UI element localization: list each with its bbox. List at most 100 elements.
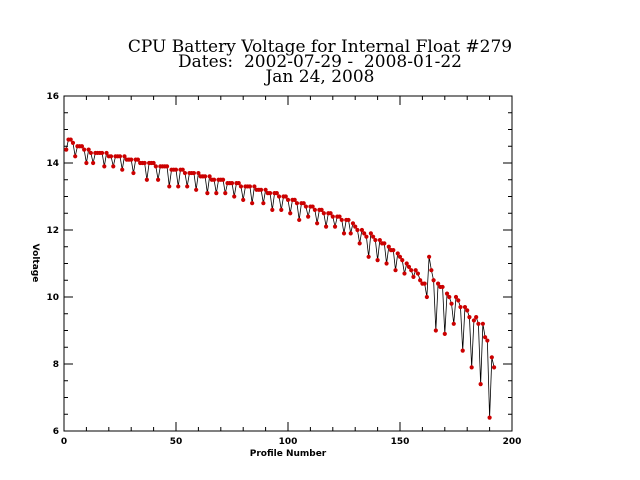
data-point [386, 244, 391, 249]
data-point [82, 147, 87, 152]
y-tick-label: 16 [46, 92, 59, 102]
data-point [465, 308, 470, 313]
data-point [362, 231, 367, 236]
data-point [117, 154, 123, 159]
data-point [491, 365, 497, 370]
data-point [111, 164, 116, 169]
data-point [182, 170, 188, 176]
data-point [440, 284, 445, 290]
data-point [288, 211, 293, 216]
data-point [474, 315, 479, 320]
data-point [283, 194, 288, 199]
x-tick-label: 100 [279, 437, 298, 447]
data-point [310, 204, 315, 209]
data-point [185, 184, 190, 189]
data-point [151, 160, 156, 166]
data-point [297, 217, 302, 223]
data-point [250, 201, 255, 206]
data-point [397, 254, 403, 259]
data-point [135, 157, 141, 162]
data-point [99, 150, 105, 156]
data-point [167, 184, 172, 189]
data-point [223, 191, 228, 196]
chart-title-line-2: Dates: 2002-07-29 - 2008-01-22 [178, 52, 462, 72]
data-point [391, 248, 396, 253]
data-point [460, 348, 465, 353]
data-point [422, 281, 427, 286]
data-point [88, 150, 93, 156]
data-point [84, 160, 89, 166]
data-point [274, 191, 279, 196]
data-point [270, 207, 275, 212]
data-point [86, 147, 91, 152]
data-point [411, 274, 416, 279]
data-point [406, 264, 412, 269]
data-point [339, 217, 344, 223]
data-point [211, 177, 217, 182]
data-point [79, 144, 85, 149]
data-point [155, 177, 161, 182]
x-tick-label: 200 [503, 437, 522, 447]
data-point [321, 211, 326, 216]
data-point [120, 167, 125, 172]
data-point [131, 170, 136, 176]
data-point [402, 271, 407, 276]
data-point [279, 207, 284, 212]
data-point [371, 234, 376, 239]
data-point [102, 164, 107, 169]
voltage-series-line [65, 139, 495, 418]
data-point [229, 181, 235, 186]
data-point [458, 304, 463, 310]
data-point [462, 304, 468, 310]
data-point [144, 177, 149, 182]
data-point [364, 234, 369, 239]
data-point [194, 187, 199, 192]
data-point [348, 231, 353, 236]
data-point [435, 281, 441, 286]
data-point [487, 415, 492, 420]
data-point [323, 224, 329, 229]
x-axis-label: Profile Number [250, 449, 327, 459]
data-point [241, 197, 246, 202]
data-point [70, 140, 76, 145]
data-point [301, 201, 306, 206]
data-point [413, 268, 418, 273]
chart-title-line-1: CPU Battery Voltage for Internal Float #… [127, 37, 513, 57]
data-point [346, 217, 351, 223]
data-point [142, 160, 147, 166]
data-point [191, 170, 197, 176]
data-point [232, 194, 237, 199]
data-point [261, 201, 266, 206]
data-point [350, 221, 356, 226]
data-point [73, 154, 78, 159]
data-point [312, 207, 317, 212]
data-point [91, 160, 96, 166]
data-point [332, 224, 338, 229]
data-point [319, 207, 324, 212]
data-point [483, 335, 488, 340]
data-point [341, 231, 347, 236]
data-point [306, 214, 311, 219]
data-point [353, 224, 358, 229]
data-point [384, 261, 389, 266]
data-point [252, 184, 257, 189]
data-point [315, 221, 320, 226]
data-point [489, 355, 494, 360]
data-point [366, 254, 371, 259]
data-point [267, 191, 273, 196]
data-point [382, 241, 387, 246]
data-point [180, 167, 185, 172]
data-point [449, 301, 454, 306]
y-axis-label: Voltage [30, 244, 40, 283]
data-point [395, 251, 400, 256]
data-point [480, 321, 485, 326]
data-point [207, 174, 212, 179]
y-tick-label: 14 [46, 159, 59, 169]
data-point [433, 328, 438, 333]
data-point [104, 150, 109, 156]
data-point [173, 167, 179, 172]
data-point [357, 241, 362, 246]
data-point [400, 258, 405, 263]
data-point [285, 197, 291, 202]
data-point [153, 164, 158, 169]
